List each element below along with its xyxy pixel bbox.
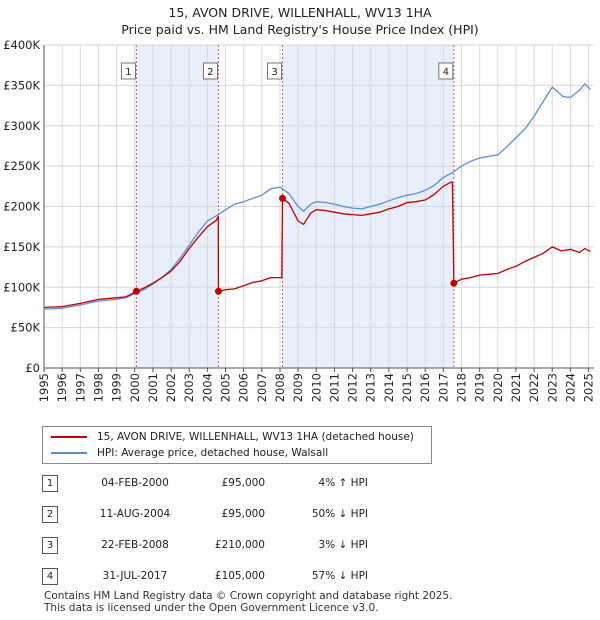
sale-row: 2 11-AUG-2004 £95,000 50% ↓ HPI — [42, 503, 462, 534]
x-tick-label: 2013 — [364, 373, 378, 402]
series-line — [43, 181, 591, 309]
x-tick-label: 2017 — [436, 373, 450, 402]
x-tick-label: 2019 — [473, 373, 487, 402]
x-tick-label: 2009 — [291, 373, 305, 402]
sale-hpi-diff: 4% ↑ HPI — [318, 477, 368, 489]
legend-label-hpi: HPI: Average price, detached house, Wals… — [97, 447, 329, 459]
y-tick-label: £400K — [3, 38, 40, 52]
x-tick-label: 2018 — [454, 373, 468, 402]
y-tick-label: £250K — [3, 159, 40, 173]
sale-point — [214, 287, 222, 295]
y-tick-label: £350K — [3, 78, 40, 92]
x-tick-label: 2007 — [255, 373, 269, 402]
sale-price: £95,000 — [221, 508, 265, 520]
chart-title-line1: 15, AVON DRIVE, WILLENHALL, WV13 1HA — [168, 5, 432, 20]
legend-swatch-hpi — [51, 452, 87, 454]
legend-item-hpi: HPI: Average price, detached house, Wals… — [51, 445, 328, 461]
x-tick-label: 2008 — [273, 373, 287, 402]
x-tick-label: 1997 — [73, 373, 87, 402]
sales-table: 1 04-FEB-2000 £95,000 4% ↑ HPI 2 11-AUG-… — [42, 472, 462, 596]
legend-swatch-property — [51, 436, 87, 438]
x-tick-label: 2015 — [400, 373, 414, 402]
sale-date: 04-FEB-2000 — [101, 477, 169, 489]
sale-number-badge: 4 — [42, 568, 58, 585]
x-tick-label: 1998 — [91, 373, 105, 402]
x-tick-label: 2022 — [527, 373, 541, 402]
x-tick-label: 2011 — [327, 373, 341, 402]
y-tick-label: £150K — [3, 240, 40, 254]
legend: 15, AVON DRIVE, WILLENHALL, WV13 1HA (de… — [42, 426, 432, 464]
sale-price: £95,000 — [221, 477, 265, 489]
sale-point — [279, 194, 287, 202]
x-tick-label: 2016 — [418, 373, 432, 402]
x-tick-label: 2021 — [509, 373, 523, 402]
x-tick-label: 2003 — [182, 373, 196, 402]
y-tick-label: £300K — [3, 119, 40, 133]
sale-number-badge: 1 — [42, 475, 58, 492]
sale-row: 4 31-JUL-2017 £105,000 57% ↓ HPI — [42, 565, 462, 596]
y-tick-label: £100K — [3, 280, 40, 294]
sale-marker-box — [438, 62, 454, 80]
sale-number-badge: 3 — [42, 537, 58, 554]
x-tick-label: 2012 — [346, 373, 360, 402]
sale-marker-box — [267, 62, 282, 80]
legend-item-property: 15, AVON DRIVE, WILLENHALL, WV13 1HA (de… — [51, 429, 414, 445]
sale-number-badge: 2 — [42, 506, 58, 523]
footer-line1: Contains HM Land Registry data © Crown c… — [44, 590, 453, 602]
footer: Contains HM Land Registry data © Crown c… — [44, 590, 453, 614]
sale-price: £210,000 — [214, 539, 265, 551]
x-tick-label: 2010 — [309, 373, 323, 402]
sale-marker-box — [120, 62, 136, 80]
sale-price: £105,000 — [214, 570, 265, 582]
x-tick-label: 1995 — [37, 373, 51, 402]
sale-point — [132, 287, 140, 295]
x-tick-label: 1999 — [110, 373, 124, 402]
sale-marker-number: 4 — [443, 67, 449, 78]
y-tick-label: £0 — [25, 361, 40, 375]
legend-label-property: 15, AVON DRIVE, WILLENHALL, WV13 1HA (de… — [97, 431, 414, 443]
x-tick-label: 2002 — [164, 373, 178, 402]
x-tick-label: 1996 — [55, 373, 69, 402]
sale-marker-number: 3 — [271, 67, 277, 78]
sale-row: 3 22-FEB-2008 £210,000 3% ↓ HPI — [42, 534, 462, 565]
x-tick-label: 2005 — [219, 373, 233, 402]
x-tick-label: 2001 — [146, 373, 160, 402]
sale-hpi-diff: 50% ↓ HPI — [311, 508, 368, 520]
sale-marker-number: 2 — [207, 67, 213, 78]
x-tick-label: 2014 — [382, 373, 396, 402]
sale-date: 22-FEB-2008 — [101, 539, 169, 551]
sale-row: 1 04-FEB-2000 £95,000 4% ↑ HPI — [42, 472, 462, 503]
sale-hpi-diff: 57% ↓ HPI — [311, 570, 368, 582]
footer-line2: This data is licensed under the Open Gov… — [44, 601, 379, 614]
sale-date: 31-JUL-2017 — [102, 570, 168, 582]
price-chart: 1 2 3 4 £0 £50K £100K £150K £200K £250K £300K £350… — [3, 38, 596, 402]
chart-title: 15, AVON DRIVE, WILLENHALL, WV13 1HA Pri… — [0, 4, 600, 38]
series-line — [43, 83, 591, 310]
sale-marker-number: 1 — [125, 67, 131, 78]
sale-marker-box — [203, 62, 218, 80]
x-tick-label: 2020 — [491, 373, 505, 402]
y-tick-label: £200K — [3, 200, 40, 214]
x-tick-label: 2025 — [582, 373, 596, 402]
x-tick-label: 2006 — [237, 373, 251, 402]
x-tick-label: 2024 — [563, 373, 577, 402]
sale-hpi-diff: 3% ↓ HPI — [318, 539, 368, 551]
sale-date: 11-AUG-2004 — [99, 508, 171, 520]
sale-point — [450, 279, 458, 287]
x-tick-label: 2000 — [128, 373, 142, 402]
y-tick-label: £50K — [11, 321, 41, 335]
x-tick-label: 2004 — [200, 373, 214, 402]
chart-title-line2: Price paid vs. HM Land Registry's House … — [121, 22, 479, 37]
x-tick-label: 2023 — [545, 373, 559, 402]
